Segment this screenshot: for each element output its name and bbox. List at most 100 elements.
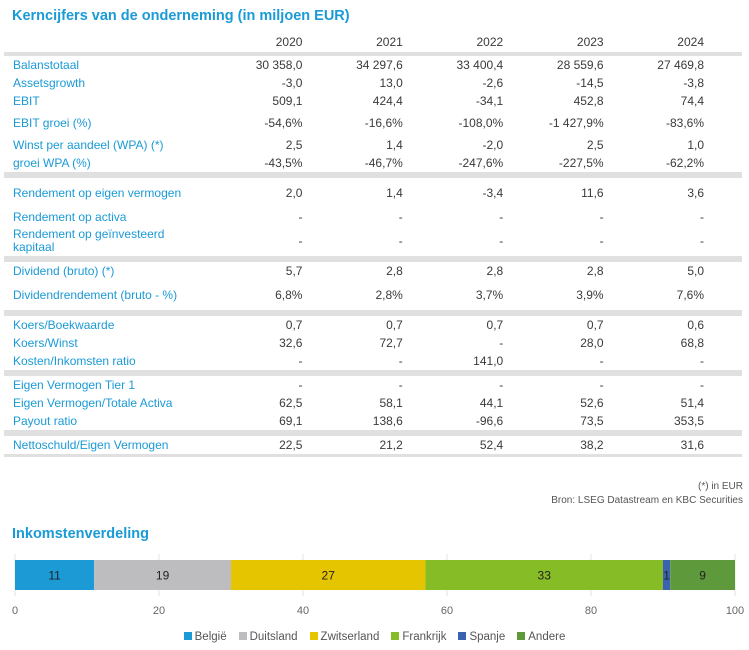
x-tick-label: 40 bbox=[297, 605, 309, 617]
value-cell: -3,4 bbox=[482, 185, 504, 200]
legend-item: Duitsland bbox=[238, 631, 298, 643]
row-label: Koers/Boekwaarde bbox=[13, 317, 115, 332]
value-cell: 69,1 bbox=[279, 413, 303, 428]
row-label: Nettoschuld/Eigen Vermogen bbox=[4, 436, 203, 457]
table-row: Rendement op eigen vermogen 2,0 1,4 -3,4 11,… bbox=[4, 178, 742, 208]
value-cell: 141,0 bbox=[473, 353, 504, 368]
value-cell: - bbox=[599, 233, 604, 248]
value-cell: 2,8% bbox=[375, 287, 403, 302]
bar-segment-zwitserland bbox=[231, 560, 426, 590]
value-cell: 11,6 bbox=[581, 185, 604, 200]
table-row: Winst per aandeel (WPA) (*) 2,5 1,4 -2,0 2,5… bbox=[4, 136, 742, 154]
legend-label: Andere bbox=[528, 631, 566, 643]
value-cell: 0,7 bbox=[285, 317, 303, 332]
table-row: Balanstotaal 30 358,0 34 297,6 33 400,4 28 5… bbox=[4, 54, 742, 74]
data-label: 33 bbox=[538, 569, 552, 583]
value-cell: 5,0 bbox=[687, 263, 704, 278]
data-label: 9 bbox=[699, 569, 706, 583]
value-cell: 0,6 bbox=[687, 317, 704, 332]
value-cell: 2,8 bbox=[586, 263, 604, 278]
value-cell: 22,5 bbox=[202, 436, 303, 457]
legend-label: Zwitserland bbox=[320, 631, 380, 643]
value-cell: -43,5% bbox=[264, 155, 303, 170]
data-label: 19 bbox=[156, 569, 170, 583]
year-header: 2024 bbox=[603, 32, 742, 56]
row-label: Winst per aandeel (WPA) (*) bbox=[13, 137, 164, 152]
legend-swatch bbox=[183, 632, 192, 640]
value-cell: 21,2 bbox=[302, 436, 403, 457]
value-cell: - bbox=[398, 209, 403, 224]
value-cell: 58,1 bbox=[379, 395, 403, 410]
legend-item: België bbox=[183, 631, 227, 643]
value-cell: 2,8 bbox=[386, 263, 403, 278]
bar-segment-duitsland bbox=[94, 560, 231, 590]
value-cell: -3,0 bbox=[281, 75, 303, 90]
value-cell: 30 358,0 bbox=[255, 57, 303, 72]
value-cell: - bbox=[700, 377, 704, 392]
table-row: Nettoschuld/Eigen Vermogen 22,5 21,2 52,4 38… bbox=[4, 436, 742, 457]
value-cell: 138,6 bbox=[372, 413, 403, 428]
value-cell: - bbox=[298, 233, 303, 248]
value-cell: 3,7% bbox=[475, 287, 504, 302]
value-cell: 13,0 bbox=[379, 75, 403, 90]
source-note: Bron: LSEG Datastream en KBC Securities bbox=[551, 495, 743, 506]
header-label-cell bbox=[4, 32, 203, 56]
year-header: 2020 bbox=[202, 32, 303, 56]
table-row: Rendement op activa - - - - - bbox=[4, 208, 742, 226]
bar-segment-andere bbox=[670, 560, 735, 590]
value-cell: -83,6% bbox=[665, 115, 704, 130]
value-cell: 74,4 bbox=[680, 93, 704, 108]
value-cell: -108,0% bbox=[458, 115, 504, 130]
legend-swatch bbox=[458, 632, 467, 640]
value-cell: 424,4 bbox=[372, 93, 403, 108]
value-cell: 44,1 bbox=[479, 395, 504, 410]
row-label: Eigen Vermogen/Totale Activa bbox=[13, 395, 173, 410]
value-cell: -227,5% bbox=[558, 155, 604, 170]
value-cell: 28,0 bbox=[580, 335, 604, 350]
value-cell: - bbox=[499, 377, 504, 392]
legend-swatch bbox=[238, 632, 247, 640]
value-cell: -46,7% bbox=[364, 155, 403, 170]
chart-title: Inkomstenverdeling bbox=[12, 526, 149, 542]
value-cell: 353,5 bbox=[673, 413, 704, 428]
value-cell: -34,1 bbox=[475, 93, 504, 108]
table-row: Payout ratio 69,1 138,6 -96,6 73,5 353,5 bbox=[4, 412, 742, 430]
legend-label: België bbox=[194, 631, 227, 643]
value-cell: - bbox=[398, 353, 403, 368]
row-label: Balanstotaal bbox=[13, 57, 80, 72]
value-cell: -54,6% bbox=[264, 115, 303, 130]
value-cell: 73,5 bbox=[580, 413, 604, 428]
value-cell: - bbox=[499, 335, 504, 350]
value-cell: 2,5 bbox=[285, 137, 303, 152]
legend-label: Frankrijk bbox=[402, 631, 447, 643]
value-cell: 72,7 bbox=[379, 335, 403, 350]
value-cell: 0,7 bbox=[586, 317, 604, 332]
value-cell: 38,2 bbox=[503, 436, 604, 457]
value-cell: 509,1 bbox=[272, 93, 303, 108]
row-label: groei WPA (%) bbox=[13, 155, 91, 170]
page-title: Kerncijfers van de onderneming (in miljo… bbox=[12, 8, 350, 24]
year-header: 2023 bbox=[503, 32, 604, 56]
table-row: Eigen Vermogen/Totale Activa 62,5 58,1 44,1… bbox=[4, 394, 742, 412]
section-divider bbox=[4, 430, 742, 436]
value-cell: 62,5 bbox=[279, 395, 303, 410]
table-row: Dividend (bruto) (*) 5,7 2,8 2,8 2,8 5,0 bbox=[4, 262, 742, 280]
value-cell: 0,7 bbox=[386, 317, 403, 332]
row-label: Rendement op activa bbox=[13, 209, 127, 224]
row-label: Rendement op geïnvesteerd kapitaal bbox=[13, 227, 165, 254]
section-divider bbox=[4, 310, 742, 316]
row-label: EBIT bbox=[13, 93, 40, 108]
x-tick-label: 80 bbox=[585, 605, 597, 617]
value-cell: 5,7 bbox=[285, 263, 303, 278]
header-row: 2020 2021 2022 2023 2024 bbox=[4, 32, 742, 56]
value-cell: 2,5 bbox=[586, 137, 604, 152]
value-cell: 52,4 bbox=[402, 436, 504, 457]
legend-item: Andere bbox=[517, 631, 565, 643]
table-row: Koers/Boekwaarde 0,7 0,7 0,7 0,7 0,6 bbox=[4, 316, 742, 334]
data-label: 27 bbox=[322, 569, 336, 583]
value-cell: 6,8% bbox=[275, 287, 303, 302]
legend-label: Spanje bbox=[469, 631, 506, 643]
value-cell: - bbox=[599, 209, 604, 224]
value-cell: - bbox=[298, 209, 303, 224]
